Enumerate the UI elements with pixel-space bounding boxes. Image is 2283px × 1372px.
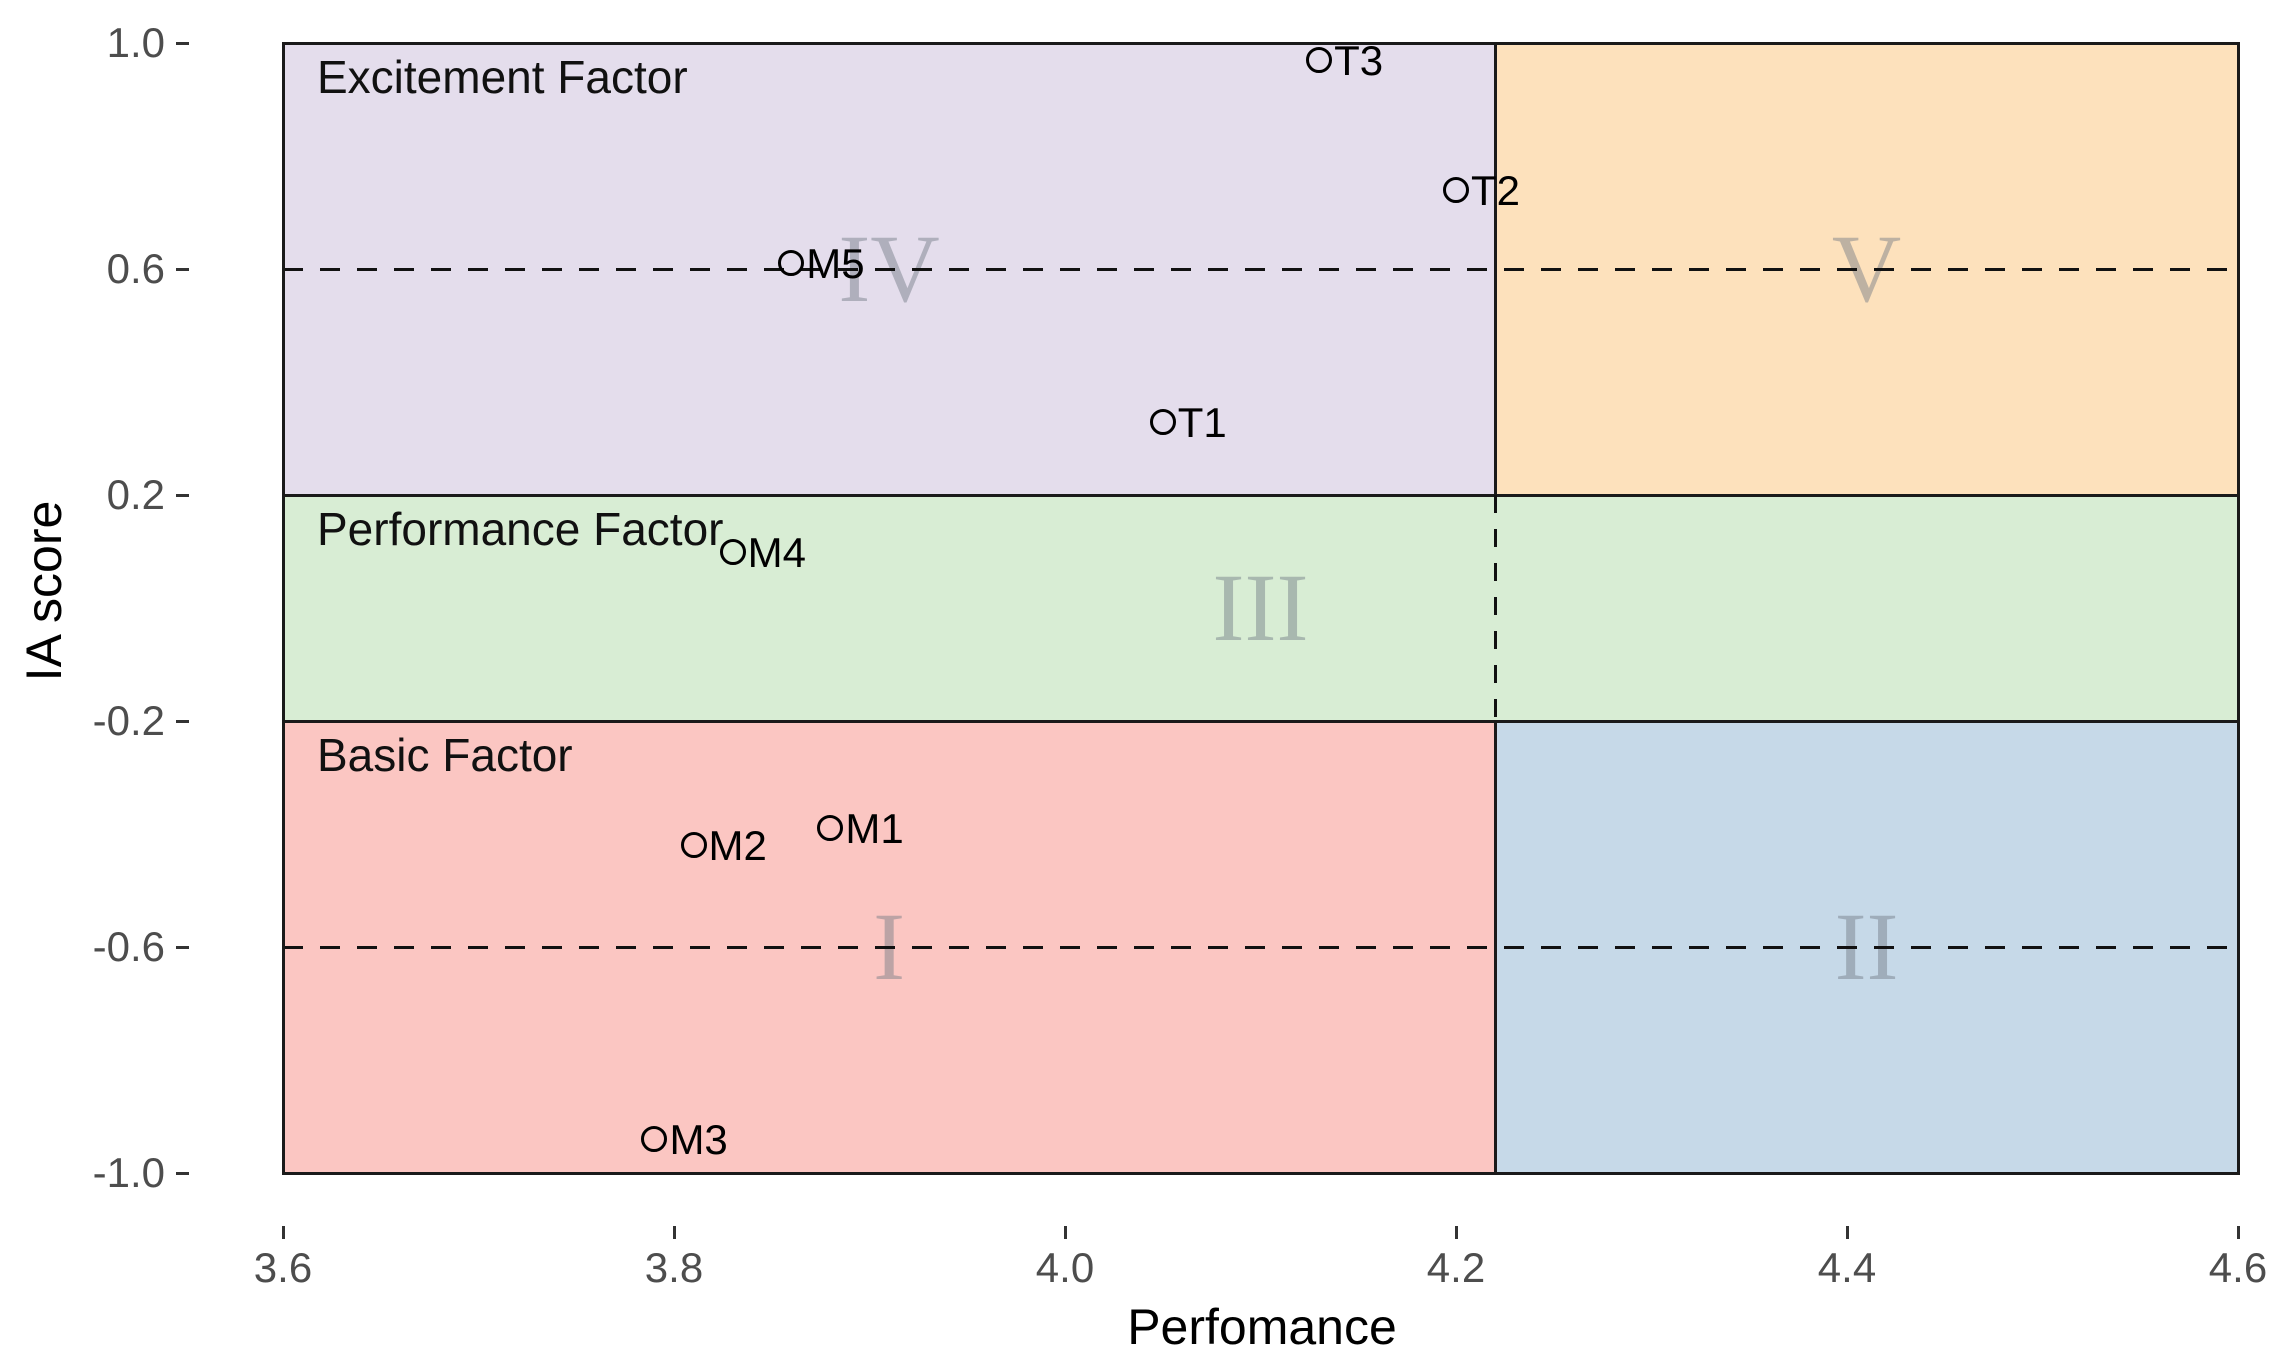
y-tick-label: 1.0 [106, 19, 165, 66]
data-point-label-T1: T1 [1177, 398, 1227, 446]
x-tick-label: 4.4 [1817, 1244, 1877, 1291]
x-tick-label: 3.6 [253, 1244, 313, 1291]
data-point-M4 [719, 538, 746, 565]
data-point-M1 [817, 815, 844, 842]
region-title: Performance Factor [317, 503, 724, 555]
region-title: Excitement Factor [317, 51, 688, 103]
y-tick-label: 0.2 [106, 471, 165, 518]
data-point-T1 [1149, 408, 1176, 435]
band-boundary-line [283, 719, 2238, 723]
y-tick-mark [176, 1171, 189, 1175]
x-tick-label: 4.2 [1426, 1244, 1486, 1291]
data-point-label-M4: M4 [747, 528, 806, 576]
x-tick-mark [2236, 1226, 2240, 1239]
panel-border-bottom [282, 1171, 2240, 1175]
vertical-split-line-top [1493, 43, 1497, 495]
y-tick-mark [176, 493, 189, 497]
panel-border-top [282, 41, 2240, 45]
y-tick-label: 0.6 [106, 245, 165, 292]
vertical-split-line-bottom [1493, 721, 1497, 1173]
y-tick-mark [176, 719, 189, 723]
x-tick-mark [1063, 1226, 1067, 1239]
y-tick-mark [176, 945, 189, 949]
x-tick-label: 4.6 [2208, 1244, 2268, 1291]
x-tick-mark [1454, 1226, 1458, 1239]
dashed-reference-line [283, 945, 2238, 949]
quadrant-region-III [283, 495, 2238, 721]
quadrant-numeral-III: III [1212, 554, 1309, 661]
x-tick-label: 3.8 [644, 1244, 704, 1291]
data-point-M5 [778, 250, 805, 277]
vertical-split-line-dashed [1493, 495, 1497, 721]
data-point-label-M3: M3 [669, 1116, 728, 1164]
y-tick-label: -1.0 [92, 1149, 165, 1196]
x-axis-title: Perfomance [1127, 1299, 1397, 1355]
y-tick-label: -0.6 [92, 923, 165, 970]
band-boundary-line [283, 493, 2238, 497]
data-point-T3 [1306, 46, 1333, 73]
data-point-label-T3: T3 [1334, 36, 1384, 84]
y-tick-label: -0.2 [92, 697, 165, 744]
data-point-T2 [1443, 176, 1469, 203]
data-point-label-M1: M1 [845, 805, 904, 853]
x-tick-mark [1845, 1226, 1849, 1239]
data-point-label-M2: M2 [708, 822, 767, 870]
panel-border-right [2236, 42, 2240, 1175]
x-tick-label: 4.0 [1035, 1244, 1095, 1291]
data-point-label-M5: M5 [806, 240, 865, 288]
x-tick-mark [281, 1226, 285, 1239]
region-title: Basic Factor [317, 729, 573, 781]
y-tick-mark [176, 41, 189, 45]
x-tick-mark [672, 1226, 676, 1239]
data-point-label-T2: T2 [1471, 166, 1521, 214]
data-point-M3 [641, 1126, 668, 1153]
dashed-reference-line [283, 267, 2238, 271]
data-point-M2 [680, 832, 707, 859]
y-tick-mark [176, 267, 189, 271]
y-axis-title: IA score [16, 500, 72, 682]
panel-border-left [281, 42, 285, 1175]
